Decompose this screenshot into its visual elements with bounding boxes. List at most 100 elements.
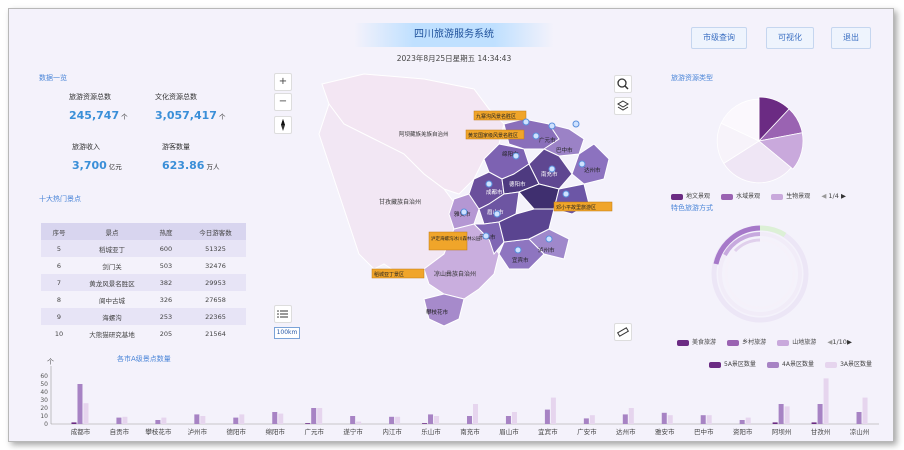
- bar[interactable]: [239, 414, 245, 424]
- bar[interactable]: [317, 408, 323, 424]
- next-page-icon[interactable]: ▶: [840, 192, 846, 200]
- map-marker[interactable]: 泸定海螺沟冰川森林公园: [428, 231, 481, 251]
- table-row[interactable]: 10 大熊猫研究基地 205 21564: [41, 325, 246, 342]
- map-marker[interactable]: 九寨沟风景名胜区: [473, 110, 527, 121]
- bar[interactable]: [389, 416, 395, 424]
- zoom-in-button[interactable]: +: [274, 73, 292, 91]
- bar[interactable]: [155, 420, 161, 424]
- bar[interactable]: [811, 422, 817, 424]
- bar[interactable]: [511, 412, 517, 424]
- map-search-button[interactable]: [614, 75, 632, 93]
- bar[interactable]: [467, 416, 472, 424]
- bar[interactable]: [862, 397, 868, 424]
- legend-item[interactable]: 5A景区数量: [709, 359, 756, 368]
- map-pin-icon[interactable]: [572, 120, 580, 128]
- table-row[interactable]: 5 稻城亚丁 600 51325: [41, 240, 246, 257]
- map-marker[interactable]: 邓小平故里旅游区: [553, 201, 613, 212]
- bar[interactable]: [311, 408, 317, 424]
- map-pin-icon[interactable]: [548, 165, 556, 173]
- bar[interactable]: [550, 397, 556, 424]
- bar[interactable]: [194, 414, 200, 424]
- bar[interactable]: [661, 412, 667, 424]
- legend-item[interactable]: 水域景观: [721, 191, 760, 200]
- bar[interactable]: [422, 423, 428, 424]
- next-page-icon[interactable]: ▶: [846, 338, 852, 346]
- resource-types-pie[interactable]: [709, 91, 809, 191]
- table-row[interactable]: 9 海螺沟 253 22365: [41, 308, 246, 325]
- map-marker[interactable]: 黄龙国家级风景名胜区: [465, 129, 525, 140]
- bar[interactable]: [667, 415, 673, 424]
- prev-page-icon[interactable]: ◀: [821, 192, 827, 200]
- map-pin-icon[interactable]: [548, 122, 556, 130]
- bar[interactable]: [71, 422, 77, 424]
- measure-button[interactable]: [614, 323, 632, 341]
- map-pin-icon[interactable]: [512, 152, 520, 160]
- bar[interactable]: [778, 404, 784, 424]
- bar[interactable]: [428, 414, 434, 424]
- table-row[interactable]: 8 阆中古城 326 27658: [41, 291, 246, 308]
- legend-item[interactable]: 乡村旅游: [727, 337, 766, 346]
- map-marker[interactable]: 稻城亚丁景区: [371, 268, 425, 279]
- table-row[interactable]: 6 剑门关 503 32476: [41, 257, 246, 274]
- legend-item[interactable]: 地文景观: [671, 191, 710, 200]
- bar[interactable]: [706, 415, 712, 424]
- bar[interactable]: [395, 416, 401, 424]
- bar[interactable]: [583, 418, 589, 424]
- map-pin-icon[interactable]: [514, 246, 522, 254]
- bar[interactable]: [272, 412, 278, 424]
- bar[interactable]: [784, 406, 790, 424]
- pie-slice[interactable]: [720, 98, 760, 142]
- layers-button[interactable]: [614, 97, 632, 115]
- features-ring-chart[interactable]: [705, 219, 815, 329]
- map-pin-icon[interactable]: [482, 232, 490, 240]
- pie-slice[interactable]: [758, 132, 804, 170]
- bar[interactable]: [200, 416, 206, 424]
- bar[interactable]: [622, 414, 628, 424]
- map-pin-icon[interactable]: [485, 180, 493, 188]
- bar[interactable]: [122, 416, 128, 424]
- map-pin-icon[interactable]: [493, 210, 501, 218]
- city-query-button[interactable]: 市级查询: [691, 27, 747, 49]
- bar[interactable]: [856, 412, 862, 424]
- bar[interactable]: [772, 422, 778, 424]
- legend-list-button[interactable]: [274, 305, 292, 323]
- exit-button[interactable]: 退出: [831, 27, 871, 49]
- legend-item[interactable]: 3A景区数量: [825, 359, 872, 368]
- map-pin-icon[interactable]: [532, 132, 540, 140]
- bar[interactable]: [628, 408, 634, 424]
- bar[interactable]: [278, 413, 284, 424]
- bar[interactable]: [544, 409, 550, 424]
- bar[interactable]: [116, 417, 122, 424]
- bar[interactable]: [700, 415, 706, 424]
- bar[interactable]: [817, 404, 823, 424]
- bar[interactable]: [83, 403, 89, 424]
- bar[interactable]: [233, 417, 239, 424]
- prev-page-icon[interactable]: ◀: [827, 338, 833, 346]
- sichuan-map[interactable]: 阿坝藏族羌族自治州 甘孜藏族自治州 凉山彝族自治州 广元市 绵阳市 巴中市 达州…: [304, 64, 634, 334]
- bar[interactable]: [505, 416, 511, 424]
- bar[interactable]: [434, 416, 440, 424]
- zoom-out-button[interactable]: −: [274, 93, 292, 111]
- bar[interactable]: [161, 417, 167, 424]
- bar[interactable]: [77, 384, 83, 424]
- table-row[interactable]: 7 黄龙风景名胜区 382 29953: [41, 274, 246, 291]
- map-pin-icon[interactable]: [545, 235, 553, 243]
- legend-item[interactable]: 生物景观: [771, 191, 810, 200]
- bar[interactable]: [356, 421, 362, 424]
- map-pin-icon[interactable]: [578, 160, 586, 168]
- map-pin-icon[interactable]: [460, 208, 468, 216]
- bar[interactable]: [589, 415, 595, 424]
- bar[interactable]: [473, 404, 478, 424]
- bar[interactable]: [823, 378, 829, 424]
- map-pin-icon[interactable]: [522, 118, 530, 126]
- bar[interactable]: [305, 423, 311, 424]
- compass-button[interactable]: [274, 116, 292, 134]
- bar[interactable]: [350, 416, 356, 424]
- visualize-button[interactable]: 可视化: [766, 27, 814, 49]
- bar[interactable]: [745, 417, 751, 424]
- map-pin-icon[interactable]: [562, 190, 570, 198]
- legend-item[interactable]: 美食旅游: [677, 337, 716, 346]
- bar[interactable]: [739, 420, 745, 424]
- pie-slice[interactable]: [723, 140, 792, 184]
- legend-item[interactable]: 山地旅游: [777, 337, 816, 346]
